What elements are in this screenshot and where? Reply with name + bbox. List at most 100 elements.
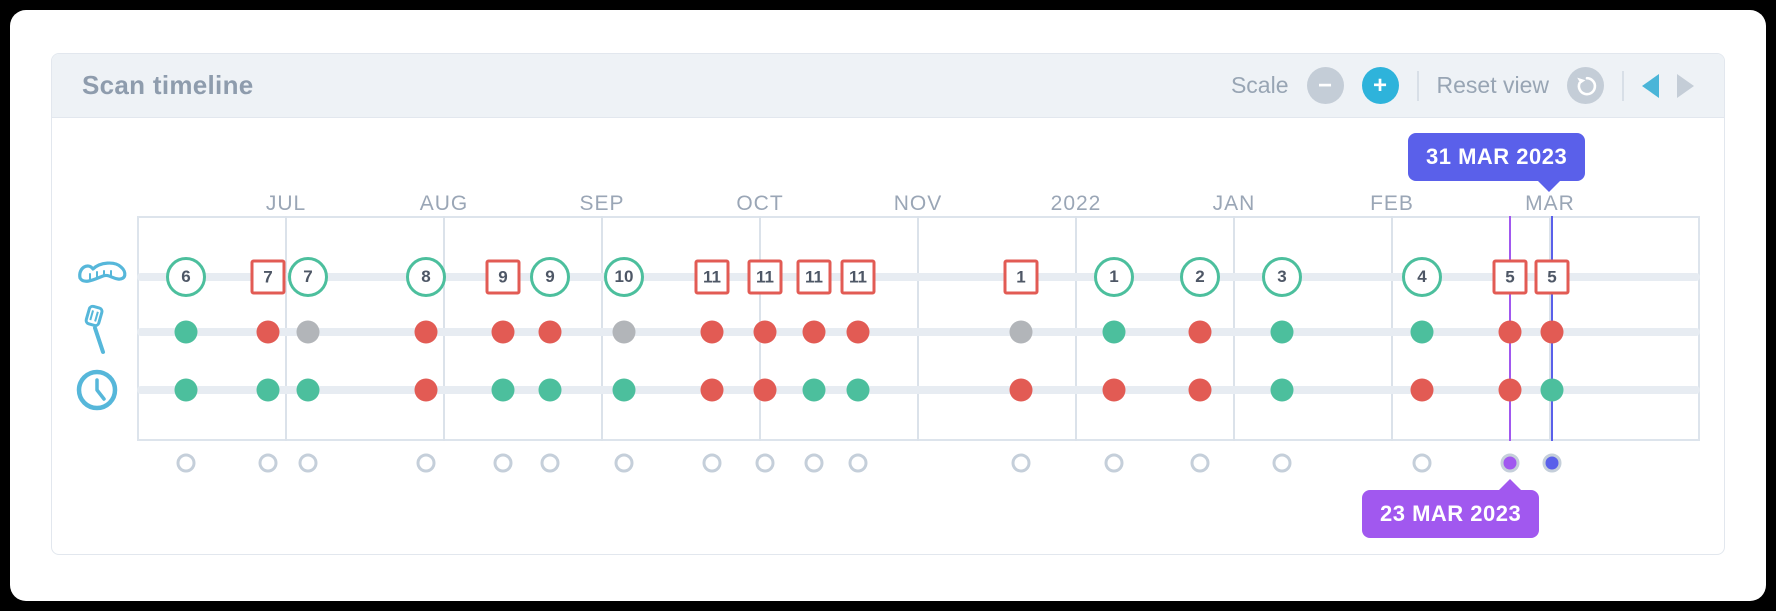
page-title: Scan timeline <box>82 70 254 100</box>
timeline-point[interactable] <box>755 453 775 473</box>
date-badge-bottom: 23 MAR 2023 <box>1362 479 1540 538</box>
timeline-point[interactable] <box>1542 453 1562 473</box>
month-label: FEB <box>1370 192 1414 215</box>
wear-dot <box>491 378 515 402</box>
wear-dot <box>1009 378 1033 402</box>
wear-dot <box>1270 378 1294 402</box>
timeline-point[interactable] <box>848 453 868 473</box>
timeline-point[interactable] <box>1011 453 1031 473</box>
scan-marker[interactable]: 11 <box>694 259 730 295</box>
scan-marker[interactable]: 1 <box>1003 259 1039 295</box>
aligner-icon <box>74 257 130 297</box>
wear-dot <box>846 378 870 402</box>
wear-dot <box>296 378 320 402</box>
scan-marker[interactable]: 9 <box>485 259 521 295</box>
pan-right-button[interactable] <box>1677 73 1694 98</box>
timeline-point[interactable] <box>1190 453 1210 473</box>
hygiene-dot <box>612 320 636 344</box>
hygiene-dot <box>1540 320 1564 344</box>
hygiene-dot <box>1498 320 1522 344</box>
timeline-point[interactable] <box>1500 453 1520 473</box>
hygiene-dot <box>174 320 198 344</box>
timeline-point[interactable] <box>258 453 278 473</box>
timeline-point[interactable] <box>298 453 318 473</box>
scan-marker[interactable]: 7 <box>250 259 286 295</box>
pan-left-button[interactable] <box>1642 73 1659 98</box>
month-label: AUG <box>419 192 469 215</box>
timeline-point[interactable] <box>702 453 722 473</box>
hygiene-dot <box>700 320 724 344</box>
scan-marker[interactable]: 5 <box>1534 259 1570 295</box>
hygiene-dot <box>1188 320 1212 344</box>
minus-icon: − <box>1318 71 1333 99</box>
wear-dot <box>1102 378 1126 402</box>
scan-marker[interactable]: 7 <box>288 257 328 297</box>
month-label: JUL <box>265 192 307 215</box>
scan-marker[interactable]: 11 <box>747 259 783 295</box>
hygiene-dot <box>414 320 438 344</box>
hygiene-dot <box>1009 320 1033 344</box>
hygiene-dot <box>846 320 870 344</box>
wear-dot <box>753 378 777 402</box>
timeline-point[interactable] <box>540 453 560 473</box>
clock-icon <box>74 367 120 413</box>
timeline-chart: 31 MAR 2023 23 MAR 2023 JUL AUG SEP OCT NOV 2… <box>52 54 1724 554</box>
hygiene-dot <box>802 320 826 344</box>
card-header: Scan timeline Scale − + Reset view <box>52 54 1724 118</box>
header-controls: Scale − + Reset view <box>1231 67 1694 104</box>
timeline-point[interactable] <box>614 453 634 473</box>
scan-marker[interactable]: 11 <box>840 259 876 295</box>
timeline-point[interactable] <box>493 453 513 473</box>
timeline-point[interactable] <box>416 453 436 473</box>
scan-marker[interactable]: 3 <box>1262 257 1302 297</box>
timeline-point[interactable] <box>1412 453 1432 473</box>
scan-marker[interactable]: 5 <box>1492 259 1528 295</box>
scan-marker[interactable]: 9 <box>530 257 570 297</box>
divider <box>1416 70 1419 101</box>
scan-marker[interactable]: 6 <box>166 257 206 297</box>
zoom-in-button[interactable]: + <box>1361 67 1399 104</box>
wear-dot <box>612 378 636 402</box>
wear-dot <box>1498 378 1522 402</box>
hygiene-dot <box>1102 320 1126 344</box>
hygiene-dot <box>256 320 280 344</box>
reset-view-button[interactable] <box>1567 67 1604 104</box>
wear-dot <box>1540 378 1564 402</box>
wear-dot <box>700 378 724 402</box>
month-label: MAR <box>1525 192 1575 215</box>
scan-marker[interactable]: 2 <box>1180 257 1220 297</box>
wear-dot <box>174 378 198 402</box>
scan-marker[interactable]: 8 <box>406 257 446 297</box>
hygiene-dot <box>1410 320 1434 344</box>
wear-dot <box>1188 378 1212 402</box>
timeline-point[interactable] <box>804 453 824 473</box>
row-track-hygiene <box>137 328 1700 336</box>
toothbrush-icon <box>74 304 114 360</box>
scan-marker[interactable]: 4 <box>1402 257 1442 297</box>
timeline-point[interactable] <box>176 453 196 473</box>
timeline-point[interactable] <box>1104 453 1124 473</box>
scan-marker[interactable]: 10 <box>604 257 644 297</box>
month-label: JAN <box>1212 192 1256 215</box>
date-badge-top: 31 MAR 2023 <box>1408 133 1586 192</box>
zoom-out-button[interactable]: − <box>1306 67 1344 104</box>
row-track-wear <box>137 386 1700 394</box>
wear-dot <box>256 378 280 402</box>
reset-view-label: Reset view <box>1436 72 1549 98</box>
hygiene-dot <box>538 320 562 344</box>
row-track-scans <box>137 273 1700 281</box>
wear-dot <box>538 378 562 402</box>
timeline-point[interactable] <box>1272 453 1292 473</box>
month-label: OCT <box>736 192 784 215</box>
hygiene-dot <box>753 320 777 344</box>
app-background: Scan timeline Scale − + Reset view <box>10 10 1766 601</box>
month-label: SEP <box>579 192 625 215</box>
month-label: 2022 <box>1050 192 1102 215</box>
hygiene-dot <box>1270 320 1294 344</box>
scan-marker[interactable]: 1 <box>1094 257 1134 297</box>
month-label: NOV <box>893 192 943 215</box>
scale-label: Scale <box>1230 72 1289 98</box>
scan-marker[interactable]: 11 <box>796 259 832 295</box>
divider <box>1622 70 1624 101</box>
